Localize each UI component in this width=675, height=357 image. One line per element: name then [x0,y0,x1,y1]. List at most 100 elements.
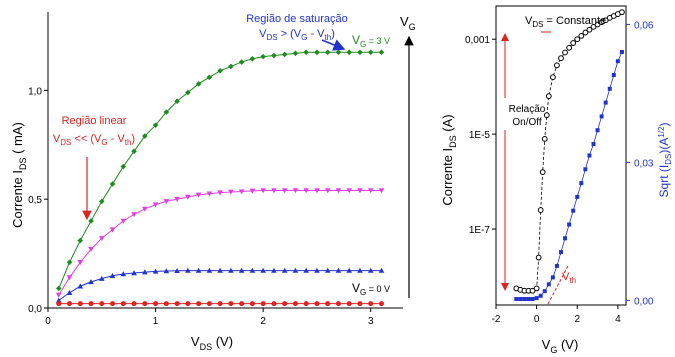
left-series-0-point [335,49,342,56]
vg-arrow-v: V [400,14,409,29]
left-series-1-point [271,188,277,194]
left-series-2-point [346,267,353,273]
right-right-y-tick-label: 0,00 [634,296,654,307]
left-series-0-point [109,181,116,187]
left-series-0-point [142,133,148,139]
sqrt-current-point [534,296,539,301]
left-series [55,49,385,307]
right-x-axis-label: VG (V) [542,337,579,355]
left-series-1-point [217,190,223,196]
left-x-axis-label-main: V [191,334,200,349]
right-x-tick-label: 4 [615,314,621,325]
left-series-3-point [217,301,223,307]
log-current-point [549,74,556,81]
left-x-axis-label: VDS (V) [191,334,233,352]
left-series-1-point [249,188,256,194]
left-series-3-point [368,301,374,307]
left-series-0-point [77,237,84,244]
vg3-sub: G [360,40,366,49]
left-series-1-point [260,188,266,194]
left-series-3-point [88,301,94,307]
left-series-3-point [77,301,83,307]
left-series-3-point [292,301,298,307]
left-series-0-point [206,74,213,81]
log-current-point [562,49,568,56]
left-series-1-point [109,227,116,233]
saturation-region-title: Região de saturação [246,13,348,25]
left-series-1-point [195,192,202,198]
log-current-point [566,44,573,51]
left-series-2-point [260,267,266,273]
vds-constant-label: VDS = Constante [525,15,606,29]
sqrt-current-point [518,297,523,302]
right-left-y-axis-label: Corrente IDS (A) [440,114,458,205]
left-series-1-point [185,194,191,200]
sqrt-current-point [554,263,559,268]
right-x-tick-label: 2 [574,314,580,325]
left-series-1-point [314,188,320,194]
left-series-0-point [314,49,320,56]
right-plot-frame [495,5,627,306]
linear-region-condition: VDS << (VG - Vth) [53,133,135,147]
sqrt-current-point [611,73,616,77]
left-series-2-point [195,267,202,273]
rx-main: V [542,337,551,352]
left-series-0-point [174,98,180,105]
left-series-0-point [367,49,374,56]
left-series-1-point [206,191,213,197]
left-series-2-point [131,270,137,276]
left-series-2-point [185,267,191,273]
rl-y-main: Corrente I [440,148,455,206]
saturation-arrow [321,39,346,51]
right-left-y-tick-label: 1E-7 [469,225,491,236]
left-series-2-point [55,297,62,303]
left-series-3-point [99,301,105,307]
vg-0v-label: VG = 0 V [352,281,390,297]
sat-sub3: th [325,33,332,42]
left-series-1-point [66,275,73,281]
sqrt-current-point [538,293,543,298]
left-series-0-point [163,109,170,115]
sqrt-current-point [575,194,580,199]
sqrt-current-point [607,86,612,91]
vg3-rest: = 3 V [366,36,390,46]
saturation-region-condition: VDS > (VG - Vth) [259,28,335,42]
left-series-1-point [98,236,105,242]
left-y-tick-label: 0,0 [28,304,42,315]
left-series-0-point [238,59,245,65]
log-current-point [543,112,550,119]
left-series-2-point [335,267,342,273]
sqrt-current-point [546,282,551,287]
left-series-0-point [357,49,363,56]
left-series-3-point [271,301,277,307]
left-series-3-point [282,301,288,307]
sqrt-current-point [595,128,600,133]
sat-end: ) [331,28,335,40]
left-x-axis-label-unit: (V) [212,334,233,349]
left-series-1-point [131,212,137,218]
left-series-1-point [238,189,245,195]
left-series-3-point [357,301,363,307]
lin-sub3: th [125,138,132,147]
lin-mid: - V [108,133,126,145]
left-series-2-point [142,269,148,275]
right-right-y-tick-label: 0,03 [634,158,654,169]
sqrt-current-point [550,275,555,280]
left-series-3-point [249,301,255,307]
left-series-3-point [335,301,341,307]
left-y-axis-label-main: Corrente I [10,170,25,228]
left-series-0-point [378,49,385,56]
rx-sub: G [550,345,557,355]
left-series-1-point [152,202,159,208]
vg-arrow-sub: G [409,22,416,32]
left-series-2-point [152,268,159,274]
vth-label: Vth [562,271,576,285]
left-series-3-point [260,301,266,307]
left-series-1-point [292,188,299,194]
left-series-0-point [120,163,127,170]
left-y-tick-label: 1,0 [28,86,42,97]
log-current-point [554,62,560,69]
left-series-0-point [271,52,277,59]
left-series-3-point [142,301,148,307]
